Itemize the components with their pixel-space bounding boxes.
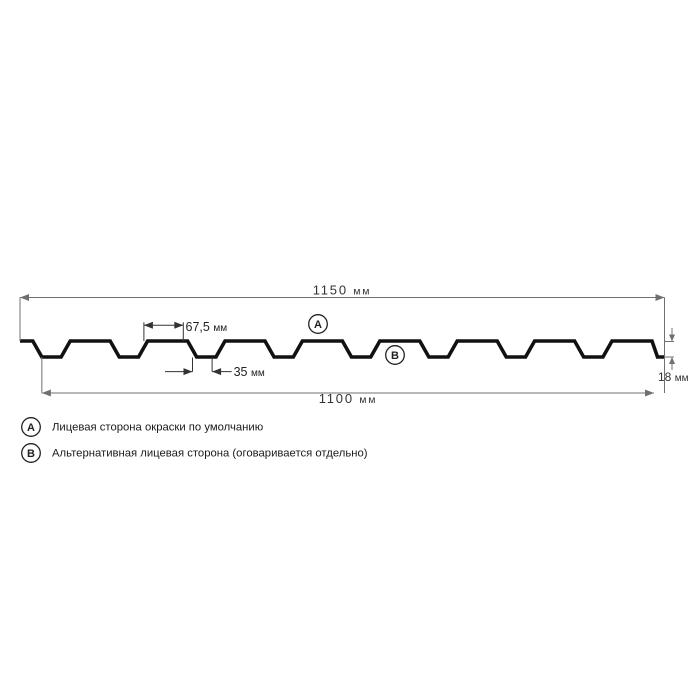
svg-text:B: B bbox=[391, 350, 399, 362]
svg-text:35 мм: 35 мм bbox=[234, 365, 265, 379]
svg-text:A: A bbox=[314, 319, 322, 331]
svg-text:1150 мм: 1150 мм bbox=[313, 283, 372, 298]
svg-text:18 мм: 18 мм bbox=[658, 370, 689, 384]
svg-text:Альтернативная лицевая сторона: Альтернативная лицевая сторона (оговарив… bbox=[52, 448, 368, 460]
svg-text:1100 мм: 1100 мм bbox=[319, 391, 378, 406]
svg-text:A: A bbox=[27, 422, 35, 434]
svg-text:B: B bbox=[27, 448, 35, 460]
svg-text:Лицевая сторона окраски по умо: Лицевая сторона окраски по умолчанию bbox=[52, 422, 263, 434]
svg-text:67,5 мм: 67,5 мм bbox=[186, 320, 228, 334]
